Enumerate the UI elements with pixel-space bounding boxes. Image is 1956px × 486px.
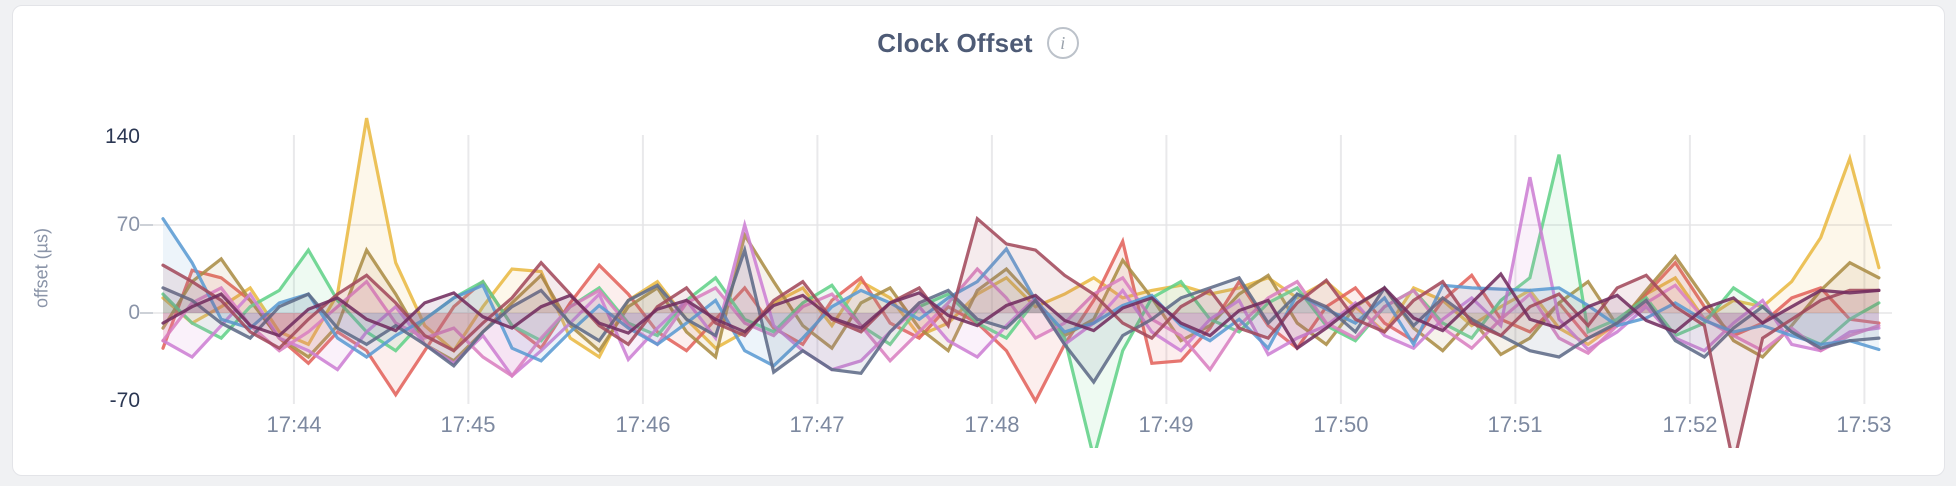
x-tick-label: 17:48 — [964, 412, 1020, 437]
x-tick-label: 17:44 — [266, 412, 322, 437]
x-tick-label: 17:46 — [615, 412, 671, 437]
clock-offset-card — [12, 5, 1945, 476]
x-tick-label: 17:51 — [1487, 412, 1543, 437]
y-tick-label: 0 — [128, 301, 140, 324]
x-tick-label: 17:52 — [1662, 412, 1718, 437]
x-tick-label: 17:47 — [789, 412, 845, 437]
chart-title: Clock Offset — [877, 27, 1033, 58]
info-icon[interactable]: i — [1046, 27, 1079, 59]
info-icon-glyph: i — [1060, 33, 1066, 53]
x-tick-label: 17:50 — [1313, 412, 1369, 437]
x-tick-label: 17:45 — [440, 412, 496, 437]
chart-header: Clock Offset i — [0, 27, 1956, 59]
x-tick-label: 17:49 — [1138, 412, 1194, 437]
y-tick-label: 70 — [116, 213, 140, 236]
y-tick-label: -70 — [109, 389, 140, 412]
x-tick-label: 17:53 — [1836, 412, 1892, 437]
y-tick-label: 140 — [104, 125, 140, 148]
